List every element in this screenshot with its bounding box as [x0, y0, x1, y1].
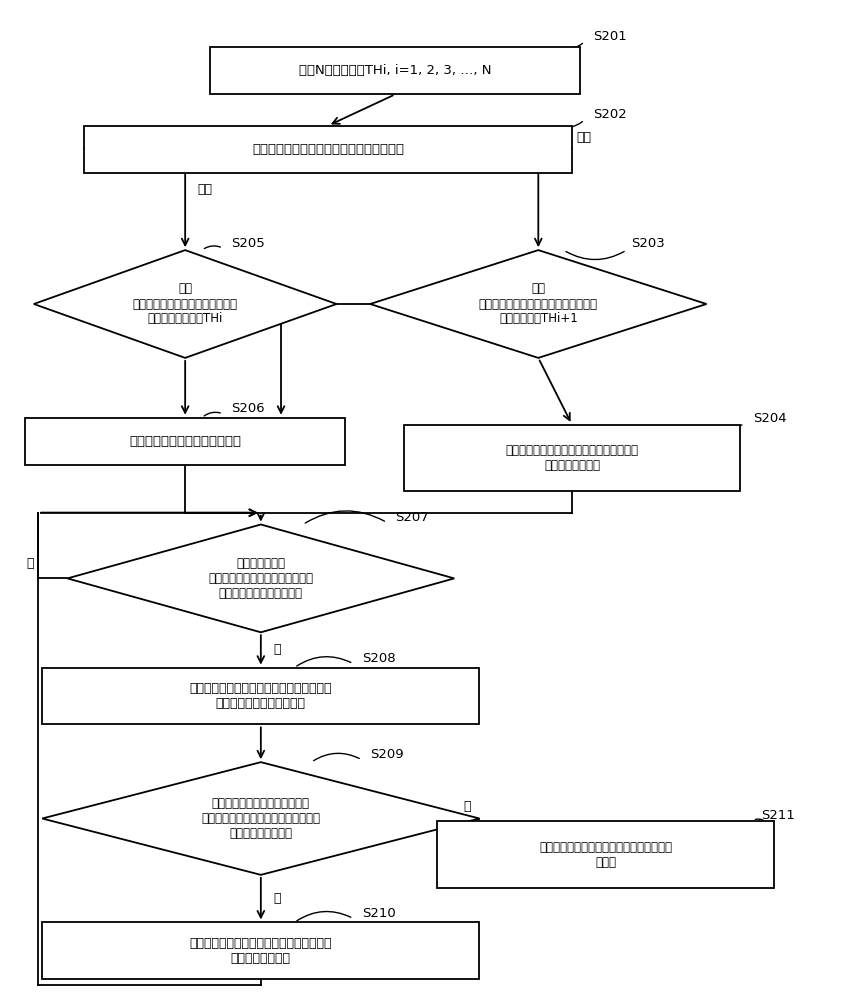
Text: S202: S202: [593, 108, 626, 121]
Text: 发送检测信号至所述存在时间超过所述维持
时间的邻居表项对应的节点: 发送检测信号至所述存在时间超过所述维持 时间的邻居表项对应的节点: [190, 682, 332, 710]
Text: S209: S209: [370, 748, 404, 761]
Text: S203: S203: [631, 237, 665, 250]
Bar: [84, 126, 572, 173]
Text: 增加新申请邻居表项的维持时间: 增加新申请邻居表项的维持时间: [130, 435, 241, 448]
Text: 设定N个预设阈值THi, i=1, 2, 3, …, N: 设定N个预设阈值THi, i=1, 2, 3, …, N: [299, 64, 492, 77]
Text: 增加: 增加: [576, 131, 591, 144]
Bar: [438, 821, 774, 888]
Text: 判断
当前邻居表项数量是否超过下一个预设
邻居表项阈值THi+1: 判断 当前邻居表项数量是否超过下一个预设 邻居表项阈值THi+1: [479, 282, 598, 326]
Text: 是: 是: [274, 643, 281, 656]
Text: 确定所述节点的
当前邻居表中的各邻居表项的存在
时间是否超过所述维持时间: 确定所述节点的 当前邻居表中的各邻居表项的存在 时间是否超过所述维持时间: [208, 557, 313, 600]
Text: 是: 是: [274, 892, 281, 905]
Text: 判断
当前邻居表项数量是否小于前一个
预设邻居表项阈值THi: 判断 当前邻居表项数量是否小于前一个 预设邻居表项阈值THi: [133, 282, 238, 326]
Text: 缩短新申请表项的维持时间和该邻居表中已
有表项的维持时间: 缩短新申请表项的维持时间和该邻居表中已 有表项的维持时间: [505, 444, 638, 472]
Bar: [26, 418, 345, 465]
Text: 将所述存在时间超过所述维持时间的邻居表
项删除: 将所述存在时间超过所述维持时间的邻居表 项删除: [539, 841, 672, 869]
Text: S206: S206: [232, 402, 265, 415]
Bar: [42, 668, 480, 724]
Text: 否: 否: [463, 800, 470, 813]
Text: 减少: 减少: [197, 183, 213, 196]
Text: S211: S211: [761, 809, 795, 822]
Polygon shape: [68, 524, 454, 632]
Polygon shape: [33, 250, 336, 358]
Bar: [404, 425, 740, 491]
Text: S205: S205: [232, 237, 265, 250]
Polygon shape: [42, 762, 480, 875]
Text: 确定是否在预设时间阈值内接收
到所述存在时间超过维持时间的节点对
所述检测信号的响应: 确定是否在预设时间阈值内接收 到所述存在时间超过维持时间的节点对 所述检测信号的…: [202, 797, 320, 840]
Bar: [42, 922, 480, 979]
Polygon shape: [370, 250, 706, 358]
Text: S207: S207: [396, 511, 429, 524]
Text: 节点统计当前邻居表中的当前邻居表项数量: 节点统计当前邻居表中的当前邻居表项数量: [252, 143, 404, 156]
Text: S208: S208: [362, 652, 396, 665]
Text: 否: 否: [27, 557, 33, 570]
Text: S204: S204: [752, 412, 786, 425]
Bar: [210, 47, 580, 94]
Text: 增加该存在时间超过所述维持时间的邻居表
项对应的维持时间: 增加该存在时间超过所述维持时间的邻居表 项对应的维持时间: [190, 937, 332, 965]
Text: S210: S210: [362, 907, 396, 920]
Text: S201: S201: [593, 30, 626, 43]
